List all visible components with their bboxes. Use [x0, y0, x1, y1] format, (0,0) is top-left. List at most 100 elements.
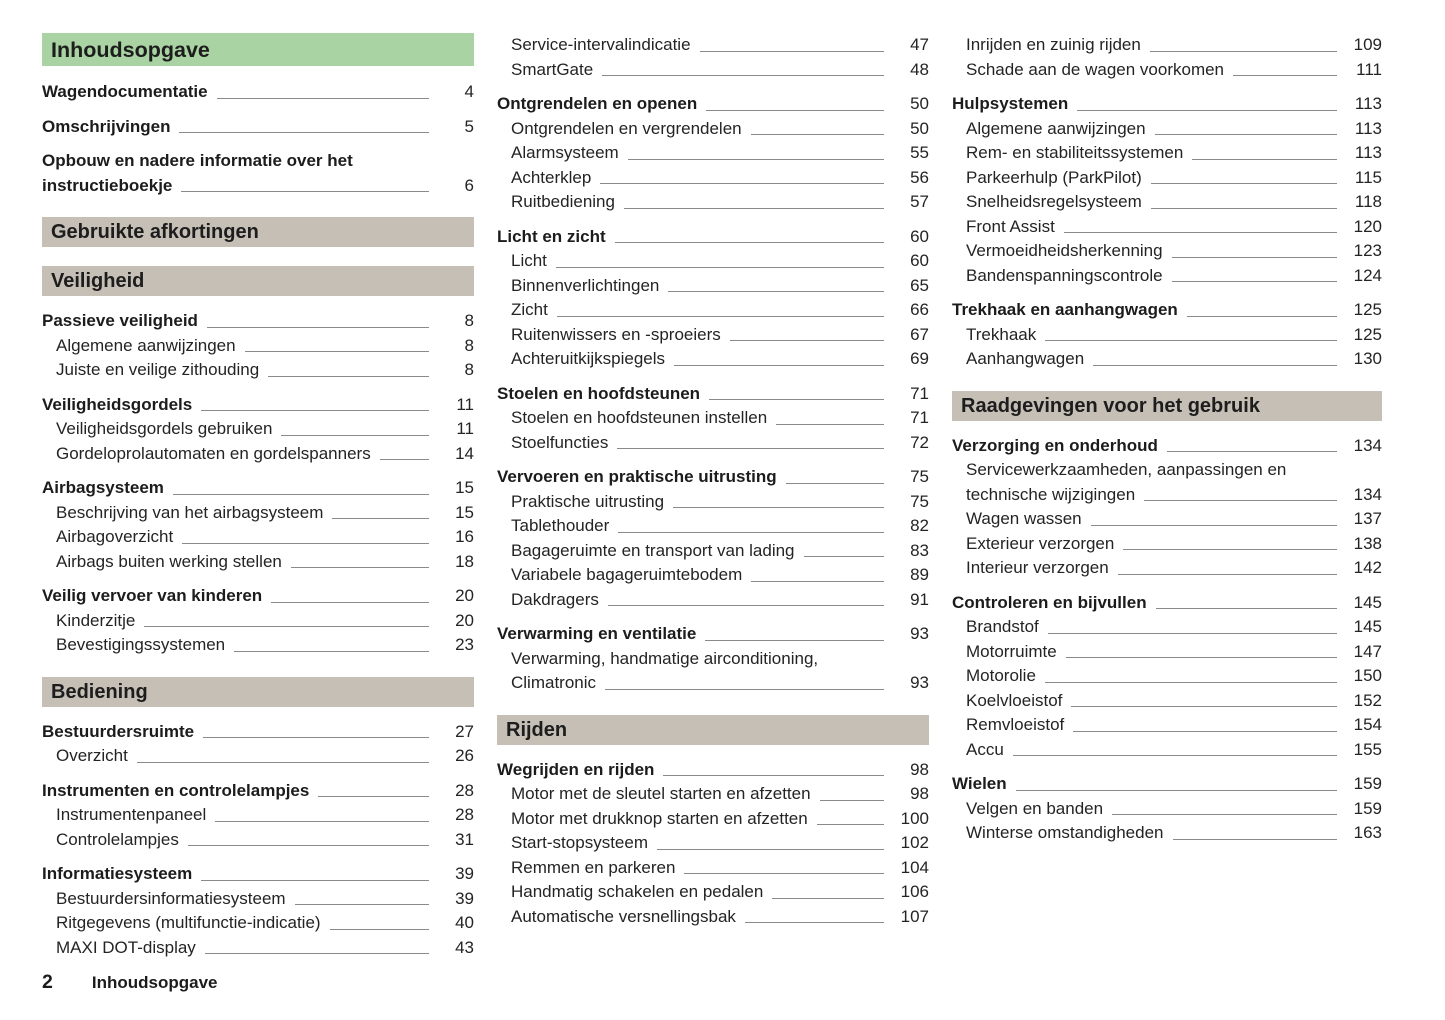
entry-label: Parkeerhulp (ParkPilot) [966, 167, 1142, 187]
entry-page-number: 50 [910, 94, 929, 113]
toc-group: Verzorging en onderhoud 134 Servicewerkzaa… [952, 434, 1382, 581]
entry-label: Bagageruimte en transport van lading [511, 540, 795, 560]
entry-page-number: 159 [1353, 798, 1382, 818]
entry-page-number: 154 [1353, 715, 1382, 734]
toc-entry: Exterieur verzorgen 138 [952, 532, 1382, 557]
entry-page-number: 75 [910, 467, 929, 486]
toc-entry: Licht 60 [497, 249, 929, 274]
toc-entry: SmartGate 48 [497, 58, 929, 83]
entry-label: Stoelen en hoofdsteunen [497, 383, 701, 403]
toc-entry: Automatische versnellingsbak 107 [497, 905, 929, 930]
toc-entry-wrap-line: Opbouw en nadere informatie over het [42, 149, 474, 174]
entry-label: Gordeloprolautomaten en gordelspanners [56, 443, 371, 463]
leader-line [216, 97, 429, 99]
entry-label: Dakdragers [511, 589, 599, 609]
entry-page-number: 130 [1353, 349, 1382, 368]
toc-entry: Inrijden en zuinig rijden 109 [952, 33, 1382, 58]
leader-line [744, 922, 884, 923]
entry-label: Zicht [511, 300, 548, 319]
entry-label: Accu [966, 739, 1004, 759]
entry-page-number: 11 [456, 419, 474, 438]
leader-line [201, 879, 429, 881]
toc-entry: Instrumenten en controlelampjes 28 [42, 779, 474, 804]
entry-label: Licht [511, 251, 547, 270]
toc-entry: Kinderzitje 20 [42, 609, 474, 634]
entry-page-number: 111 [1356, 59, 1382, 79]
toc-entry: Snelheidsregelsysteem 118 [952, 190, 1382, 215]
leader-line [271, 601, 429, 603]
toc-entry: Praktische uitrusting 75 [497, 490, 929, 515]
leader-line [1090, 524, 1337, 526]
entry-page-number: 82 [910, 516, 929, 535]
entry-label: Trekhaak [966, 324, 1037, 344]
entry-page-number: 66 [910, 300, 929, 319]
toc-entry: Airbagsysteem 15 [42, 476, 474, 501]
leader-line [172, 493, 429, 495]
entry-label: Veiligheidsgordels gebruiken [56, 419, 273, 438]
toc-entry: Verzorging en onderhoud 134 [952, 434, 1382, 459]
entry-page-number: 47 [910, 35, 929, 54]
entry-label: Controleren en bijvullen [952, 592, 1147, 612]
entry-page-number: 72 [910, 432, 929, 452]
entry-page-number: 23 [455, 635, 474, 654]
entry-label: Motorruimte [966, 641, 1057, 661]
leader-line [206, 326, 429, 328]
toc-entry: Parkeerhulp (ParkPilot) 115 [952, 166, 1382, 191]
leader-line [627, 158, 884, 160]
leader-line [623, 207, 884, 209]
entry-label: Verzorging en onderhoud [952, 435, 1158, 455]
toc-entry: Wegrijden en rijden 98 [497, 758, 929, 783]
leader-line [268, 375, 429, 377]
entry-page-number: 71 [910, 408, 929, 427]
leader-line [729, 340, 884, 341]
toc-group: Omschrijvingen 5 [42, 115, 474, 140]
entry-label: Wagen wassen [966, 509, 1082, 528]
entry-label: Velgen en banden [966, 798, 1104, 818]
entry-label: Bestuurdersruimte [42, 721, 195, 741]
leader-line [705, 639, 884, 641]
toc-entry: Tablethouder 82 [497, 514, 929, 539]
entry-label: Wegrijden en rijden [497, 759, 655, 779]
entry-page-number: 134 [1353, 435, 1382, 455]
leader-line [1015, 789, 1337, 791]
toc-entry: Variabele bagageruimtebodem 89 [497, 563, 929, 588]
toc-group: Wielen 159 Velgen en banden 159 Winterse oms… [952, 772, 1382, 846]
toc-group: Vervoeren en praktische uitrusting 75 Prak… [497, 465, 929, 612]
entry-label: Motor met drukknop starten en afzetten [511, 808, 808, 828]
entry-label: Instrumenten en controlelampjes [42, 780, 310, 800]
entry-label: Controlelampjes [56, 829, 179, 849]
entry-page-number: 67 [910, 324, 929, 344]
toc-entry: Brandstof 145 [952, 615, 1382, 640]
entry-page-number: 152 [1353, 690, 1382, 710]
leader-line [215, 820, 429, 822]
entry-label: Remmen en parkeren [511, 857, 676, 877]
leader-line [1012, 755, 1337, 756]
entry-page-number: 39 [455, 864, 474, 883]
leader-line [1093, 364, 1337, 366]
section-header: Rijden [497, 714, 929, 745]
entry-label: Stoelfuncties [511, 432, 609, 452]
leader-line [1149, 50, 1337, 52]
toc-entry: Gordeloprolautomaten en gordelspanners 14 [42, 442, 474, 467]
leader-line [181, 191, 429, 192]
leader-line [281, 434, 429, 436]
toc-entry: technische wijzigingen 134 [952, 483, 1382, 508]
entry-page-number: 107 [900, 906, 929, 926]
leader-line [1186, 315, 1337, 317]
toc-entry: Motorruimte 147 [952, 640, 1382, 665]
leader-line [605, 688, 884, 690]
entry-page-number: 102 [900, 833, 929, 852]
leader-line [772, 897, 884, 899]
leader-line [1117, 573, 1337, 575]
entry-label: Start-stopsysteem [511, 833, 648, 852]
leader-line [618, 531, 884, 533]
toc-entry: Bestuurdersinformatiesysteem 39 [42, 887, 474, 912]
leader-line [1063, 232, 1337, 233]
toc-group: Informatiesysteem 39 Bestuurdersinformatie… [42, 862, 474, 960]
entry-page-number: 163 [1353, 823, 1382, 842]
toc-entry-wrap-line: Servicewerkzaamheden, aanpassingen en [952, 458, 1382, 483]
toc-entry: Ritgegevens (multifunctie-indicatie) 40 [42, 911, 474, 936]
entry-page-number: 40 [455, 913, 474, 932]
leader-line [617, 448, 884, 449]
leader-line [709, 399, 884, 400]
